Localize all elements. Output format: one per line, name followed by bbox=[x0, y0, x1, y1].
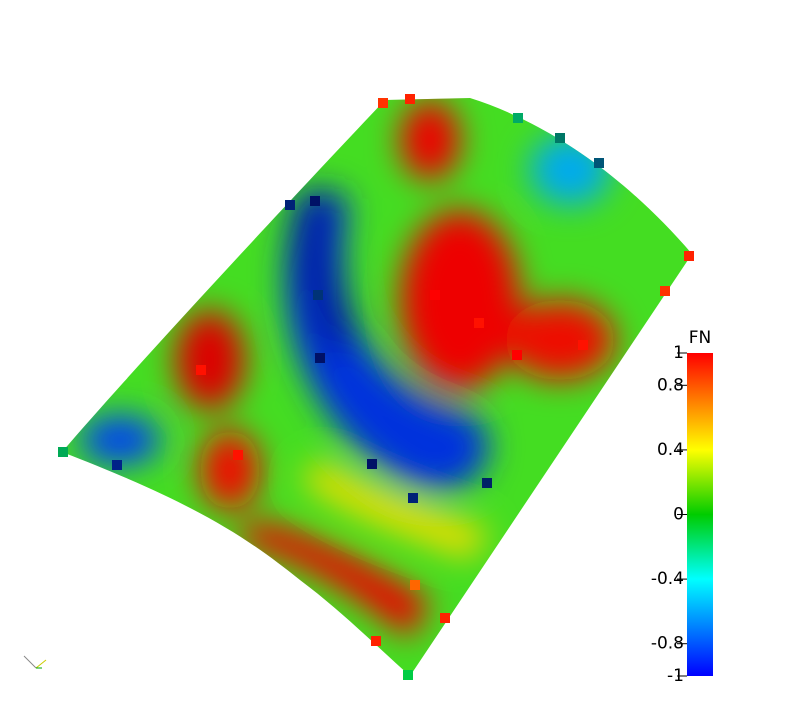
tick-label: -0.8 bbox=[651, 634, 684, 654]
tick-label: 0.8 bbox=[657, 375, 684, 395]
color-bar bbox=[687, 353, 713, 676]
surface bbox=[62, 98, 692, 676]
tick-label: -0.4 bbox=[651, 569, 684, 589]
tick-label: -1 bbox=[667, 666, 684, 686]
legend-title: FN bbox=[689, 328, 712, 348]
tick-label: 0 bbox=[673, 505, 684, 525]
orientation-axes bbox=[23, 655, 47, 669]
tick-label: 1 bbox=[673, 343, 684, 363]
sample-points bbox=[58, 94, 694, 680]
tick-label: 0.4 bbox=[657, 440, 684, 460]
color-legend: FN 1 0.8 0.4 0 -0.4 -0.8 -1 bbox=[651, 328, 713, 686]
